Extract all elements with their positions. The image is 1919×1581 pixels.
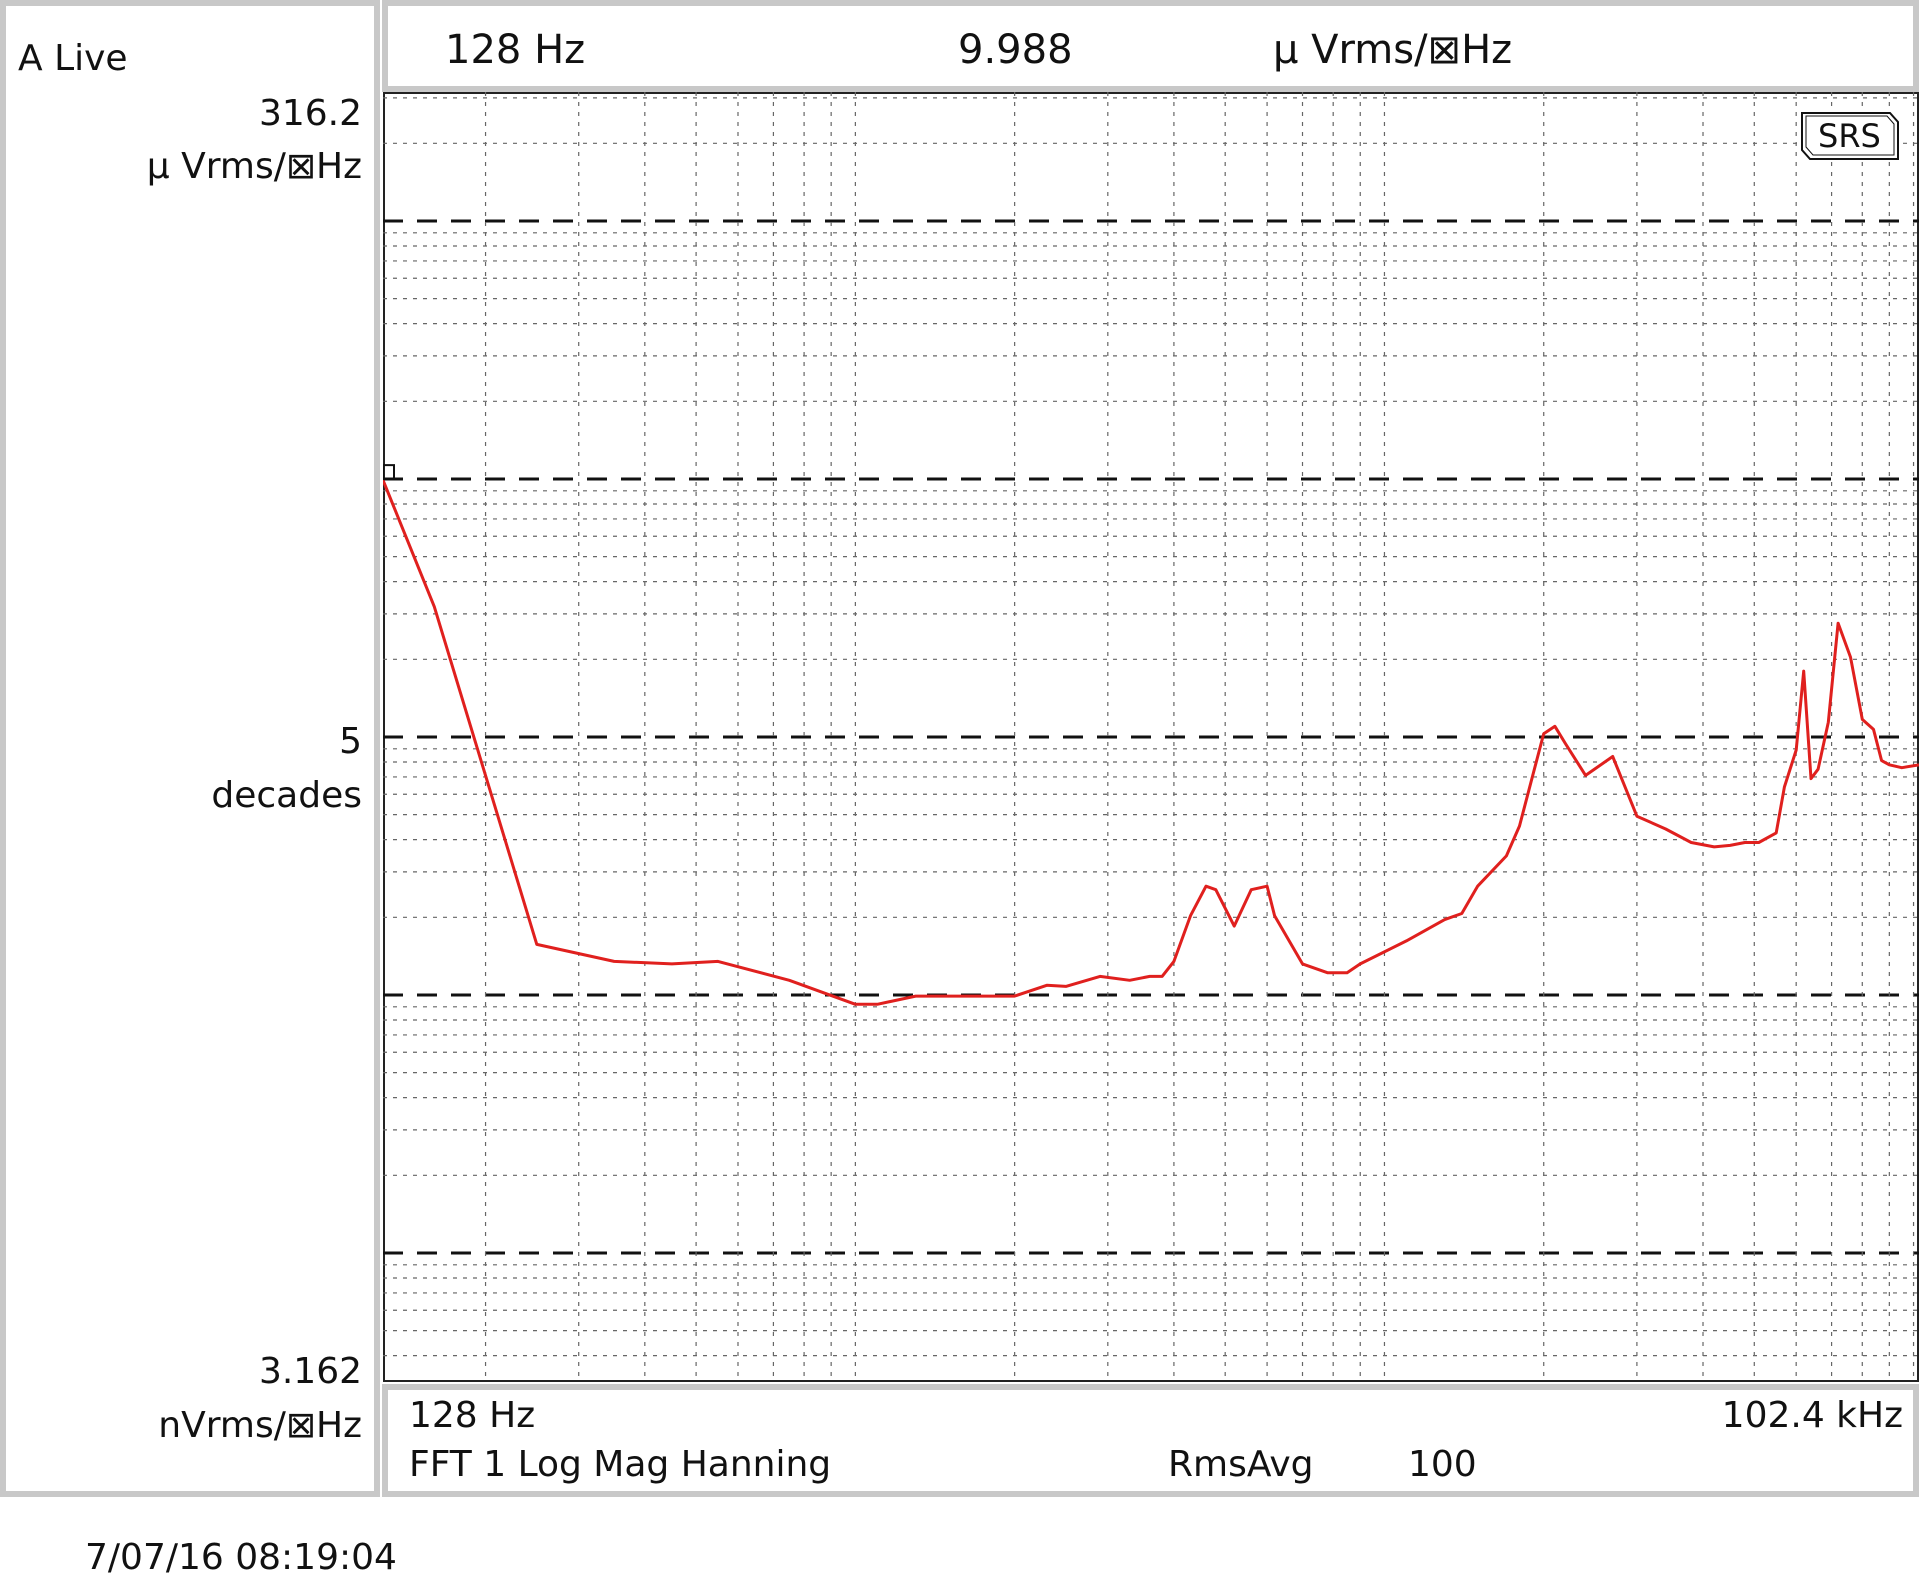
spectrum-trace bbox=[383, 479, 1919, 1006]
y-mid-value: 5 bbox=[339, 721, 362, 762]
grid-lines bbox=[383, 92, 1919, 1382]
left-info-panel: A Live 316.2 μ Vrms/⊠Hz 5 decades 3.162 … bbox=[0, 0, 380, 1497]
marker-point[interactable] bbox=[383, 464, 395, 481]
marker-unit: μ Vrms/⊠Hz bbox=[1273, 27, 1513, 73]
y-top-value: 316.2 bbox=[258, 93, 362, 134]
y-bottom-unit: nVrms/⊠Hz bbox=[158, 1405, 362, 1446]
channel-label: A Live bbox=[18, 38, 128, 79]
srs-logo: SRS bbox=[1800, 110, 1900, 162]
x-end-label: 102.4 kHz bbox=[1721, 1395, 1903, 1436]
srs-logo-text: SRS bbox=[1818, 117, 1881, 155]
measurement-info-bar: 128 Hz 102.4 kHz FFT 1 Log Mag Hanning R… bbox=[382, 1384, 1919, 1497]
marker-value: 9.988 bbox=[958, 27, 1073, 73]
spectrum-plot bbox=[383, 92, 1919, 1382]
average-count: 100 bbox=[1408, 1444, 1477, 1485]
marker-frequency: 128 Hz bbox=[445, 27, 586, 73]
measurement-type: FFT 1 Log Mag Hanning bbox=[409, 1444, 832, 1485]
y-bottom-value: 3.162 bbox=[258, 1351, 362, 1392]
average-mode: RmsAvg bbox=[1168, 1444, 1314, 1485]
y-top-unit: μ Vrms/⊠Hz bbox=[146, 146, 362, 187]
marker-readout-bar: 128 Hz 9.988 μ Vrms/⊠Hz bbox=[382, 0, 1919, 92]
timestamp: 7/07/16 08:19:04 bbox=[85, 1537, 397, 1578]
trace-layer bbox=[383, 464, 1919, 1006]
y-mid-unit: decades bbox=[211, 775, 362, 816]
x-start-label: 128 Hz bbox=[409, 1395, 536, 1436]
